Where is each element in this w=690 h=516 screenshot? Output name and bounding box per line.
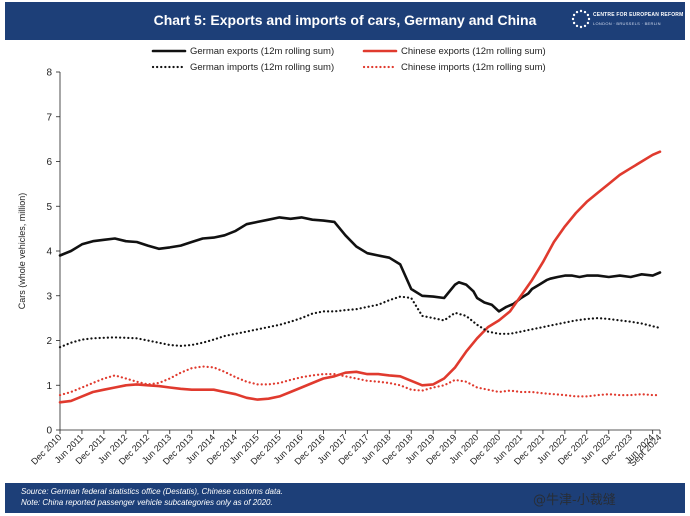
- logo-name: CENTRE FOR EUROPEAN REFORM: [593, 12, 684, 18]
- y-axis-title: Cars (whole vehicles, million): [17, 193, 27, 310]
- legend-label-1: Chinese exports (12m rolling sum): [401, 46, 546, 57]
- y-tick-label: 8: [46, 68, 52, 79]
- logo-star: [579, 25, 583, 29]
- logo-star: [587, 17, 591, 21]
- logo-star: [579, 9, 583, 13]
- y-tick-label: 4: [46, 247, 52, 258]
- logo-star: [575, 24, 579, 28]
- logo-star: [586, 21, 590, 25]
- logo-star: [583, 10, 587, 14]
- eu-stars-icon: [571, 9, 591, 29]
- chart-header: Chart 5: Exports and imports of cars, Ge…: [5, 2, 685, 40]
- y-tick-label: 3: [46, 291, 52, 302]
- logo-star: [572, 13, 576, 17]
- cer-logo: CENTRE FOR EUROPEAN REFORM LONDON · BRUS…: [567, 7, 683, 35]
- logo-star: [583, 24, 587, 28]
- source-text: Source: German federal statistics office…: [21, 487, 283, 496]
- y-tick-label: 5: [46, 202, 52, 213]
- series-line-2: [58, 295, 662, 349]
- chart-title: Chart 5: Exports and imports of cars, Ge…: [153, 12, 537, 28]
- y-tick-label: 0: [46, 426, 52, 437]
- note-text: Note: China reported passenger vehicle s…: [21, 498, 273, 507]
- y-tick-label: 6: [46, 157, 52, 168]
- series-line-3: [58, 365, 662, 398]
- chart-footer: Source: German federal statistics office…: [5, 483, 685, 513]
- logo-cities: LONDON · BRUSSELS · BERLIN: [593, 21, 661, 26]
- y-tick-label: 1: [46, 381, 52, 392]
- watermark-text: @牛津-小裁缝: [533, 493, 616, 508]
- logo-star: [572, 21, 576, 25]
- legend-label-3: Chinese imports (12m rolling sum): [401, 62, 546, 73]
- y-tick-label: 2: [46, 336, 52, 347]
- series-line-0: [58, 216, 662, 313]
- logo-star: [586, 13, 590, 17]
- legend-label-2: German imports (12m rolling sum): [190, 62, 334, 73]
- legend-label-0: German exports (12m rolling sum): [190, 46, 334, 57]
- logo-star: [575, 10, 579, 14]
- series-line-1: [58, 150, 662, 404]
- y-tick-label: 7: [46, 112, 52, 123]
- logo-star: [571, 17, 575, 21]
